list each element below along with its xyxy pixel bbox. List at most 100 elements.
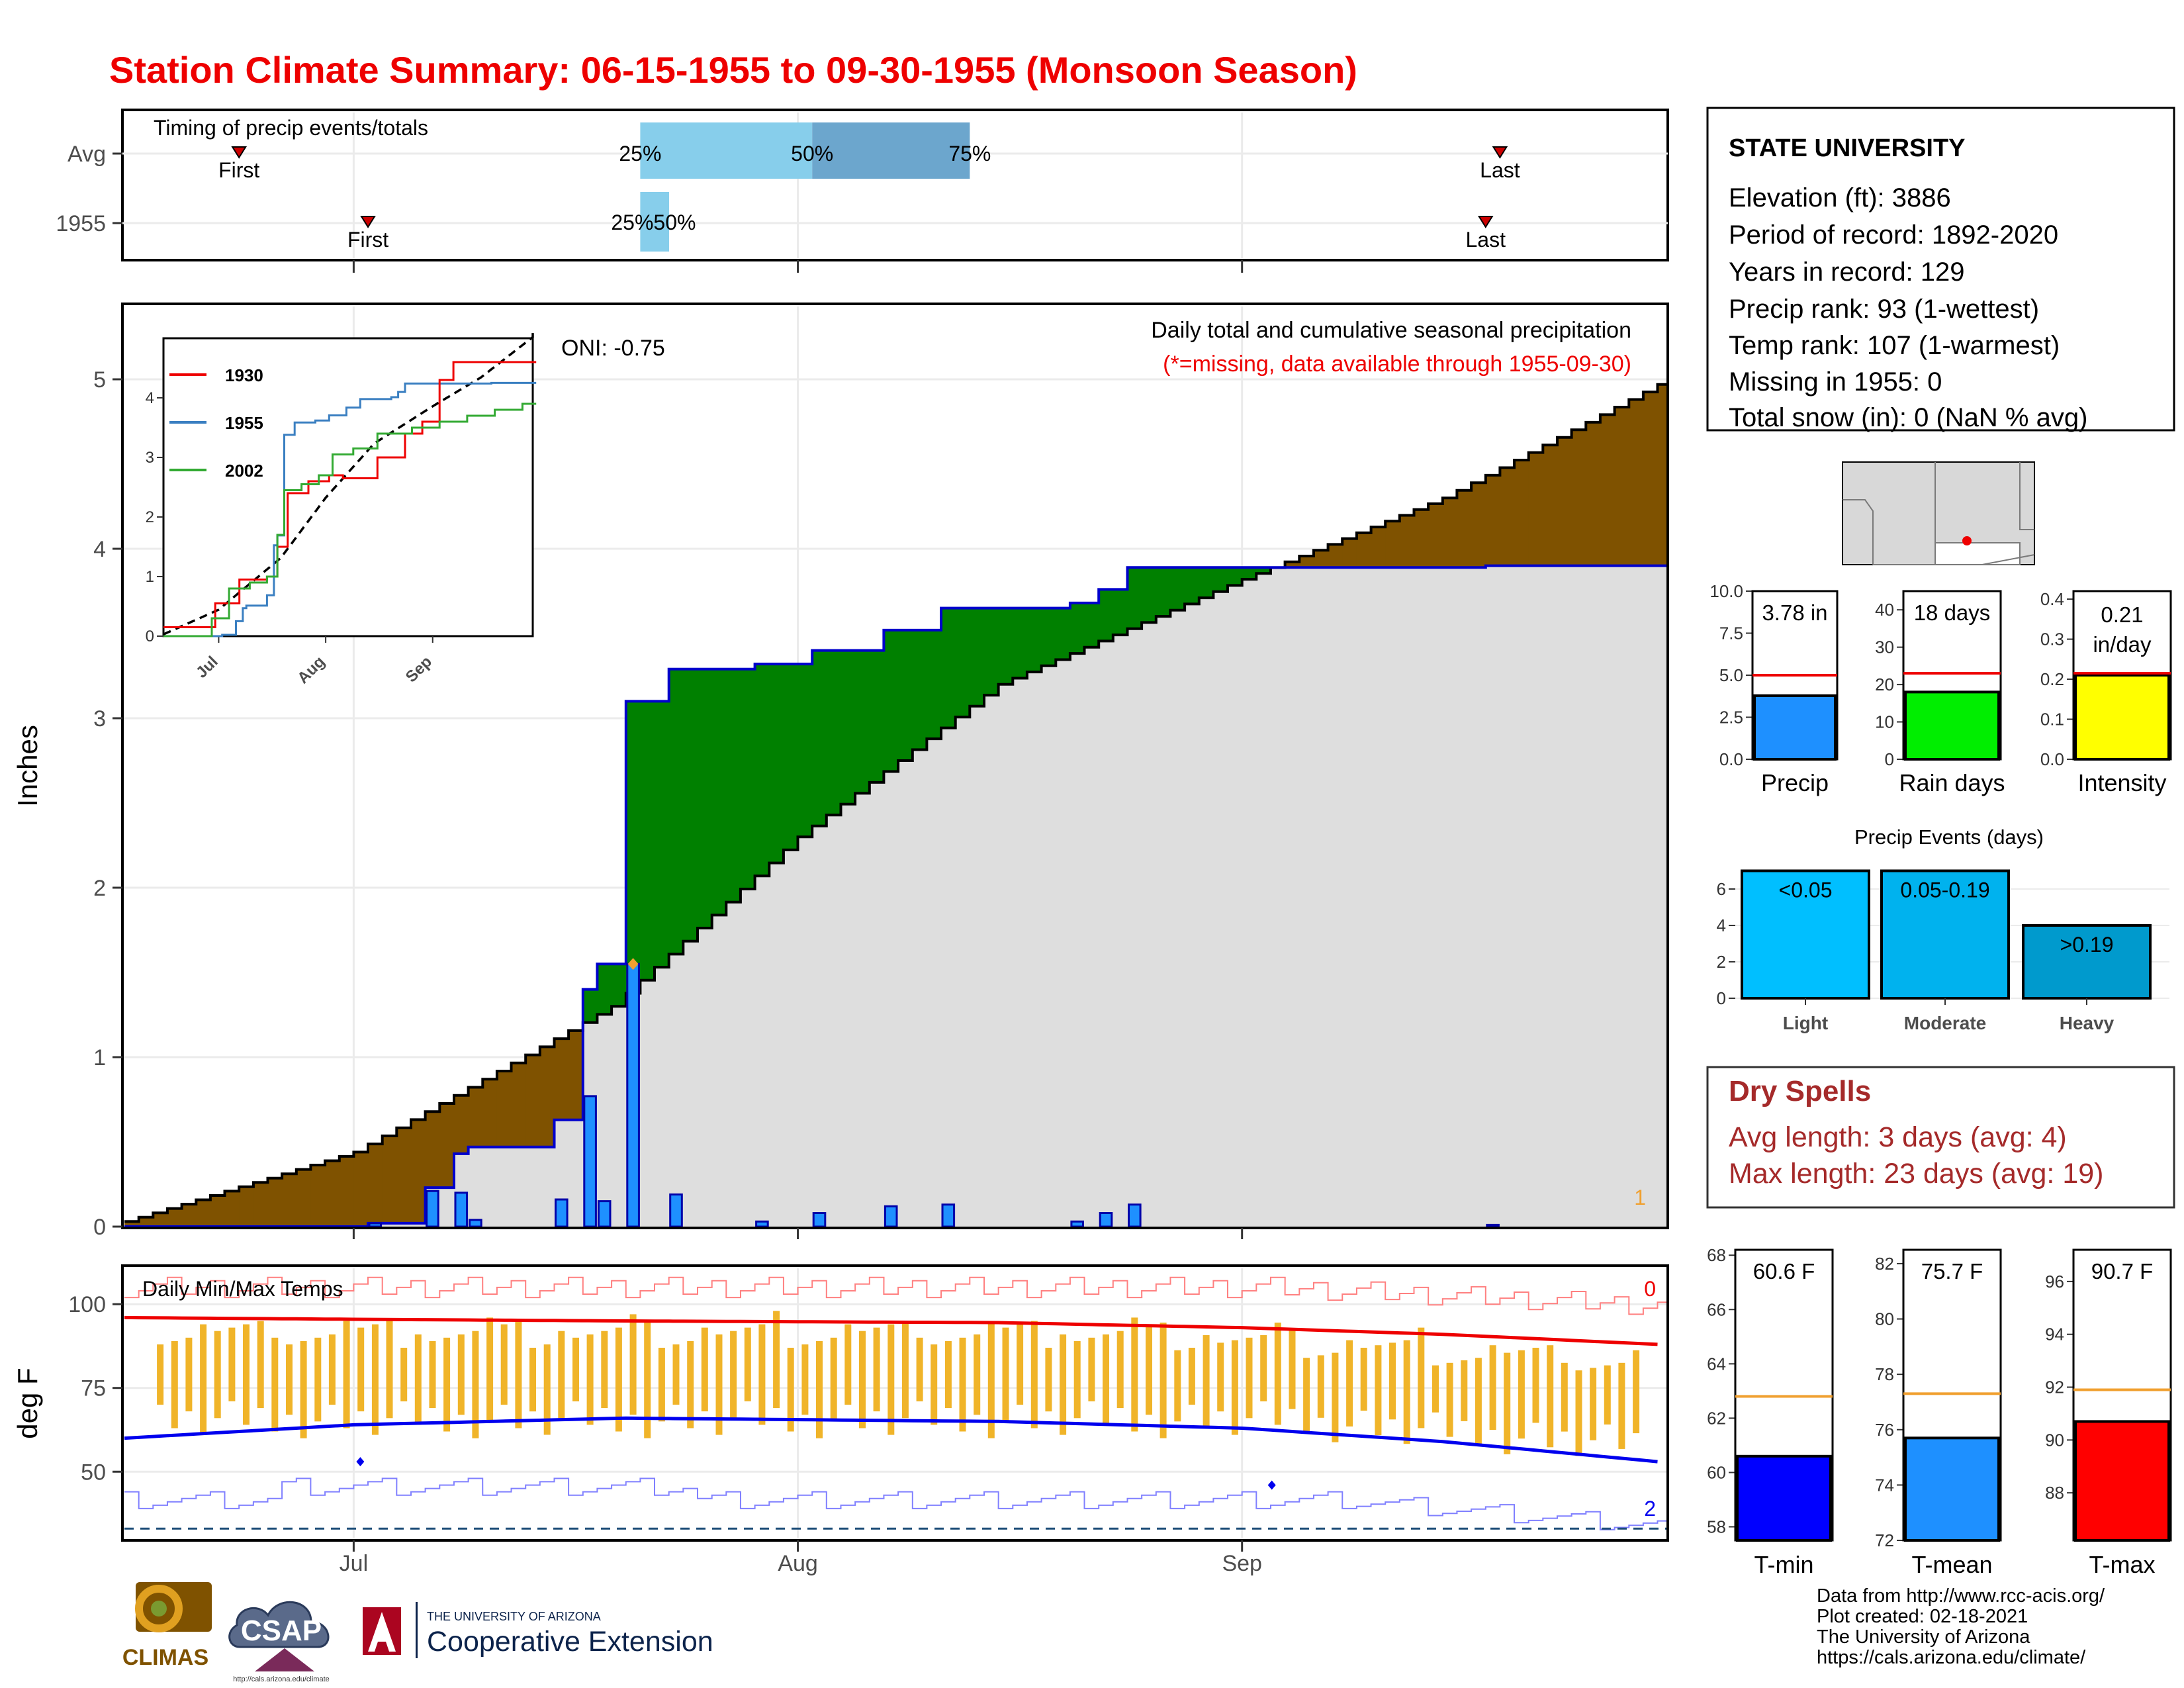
temp-ytick-label-2: 100 — [68, 1292, 106, 1317]
year-first-label: First — [347, 228, 388, 252]
daily-temp-bar — [944, 1340, 952, 1409]
below-fill-day — [1285, 567, 1300, 1227]
daily-temp-bar — [1274, 1323, 1281, 1425]
deficit-fill-day — [482, 1079, 498, 1147]
daily-precip-bar — [941, 1203, 956, 1228]
daily-temp-bar — [343, 1321, 350, 1429]
below-fill-day — [884, 771, 899, 1227]
surplus-fill-day — [797, 664, 813, 837]
daily-temp-bar — [1418, 1327, 1425, 1429]
surplus-fill-day — [984, 608, 999, 696]
summary-value-bar — [1753, 694, 1837, 761]
summary-ytick-label: 30 — [1875, 637, 1894, 657]
avg-last-marker — [1492, 146, 1508, 159]
deficit-fill-day — [239, 1186, 254, 1227]
below-fill-day — [1213, 591, 1228, 1227]
surplus-fill-day — [625, 701, 641, 994]
events-bar-range-heavy: >0.19 — [2060, 933, 2114, 957]
summary-value-bar — [2074, 674, 2170, 761]
temp-summary-ytick-label: 76 — [1875, 1420, 1894, 1440]
deficit-fill-day — [124, 1221, 140, 1227]
daily-temp-bar — [987, 1321, 995, 1438]
daily-temp-bar — [228, 1327, 236, 1401]
surplus-fill-day — [1156, 567, 1171, 617]
temp-xtick-label-2: Sep — [1222, 1551, 1262, 1576]
deficit-fill-day — [1399, 515, 1415, 568]
inset-legend-label-2002: 2002 — [225, 461, 263, 481]
daily-temp-bar — [916, 1337, 923, 1401]
below-fill-day — [998, 684, 1013, 1227]
daily-temp-bar — [859, 1331, 866, 1429]
precip-ytick-label-2: 2 — [93, 876, 106, 901]
inset-line-2002 — [163, 402, 537, 637]
daily-temp-bar — [300, 1340, 307, 1438]
precip-ytick-label-3: 3 — [93, 706, 106, 731]
daily-temp-bar — [558, 1331, 565, 1419]
daily-temp-bar — [959, 1337, 966, 1432]
below-fill-day — [1571, 565, 1586, 1227]
figure-title: Station Climate Summary: 06-15-1955 to 0… — [109, 49, 1357, 91]
dry-spells-title: Dry Spells — [1729, 1075, 1871, 1107]
daily-temp-bar — [400, 1348, 408, 1401]
daily-temp-bar — [887, 1324, 895, 1435]
inset-ytick-label-2: 2 — [146, 508, 154, 526]
surplus-fill-day — [998, 608, 1013, 684]
temp-ytick-label-0: 50 — [81, 1460, 106, 1485]
below-fill-day — [1385, 567, 1400, 1227]
below-fill-day — [797, 837, 813, 1227]
deficit-fill-day — [1614, 407, 1629, 566]
below-fill-day — [1528, 565, 1543, 1227]
daily-precip-bar — [454, 1192, 469, 1228]
deficit-fill-day — [396, 1127, 412, 1223]
daily-temp-bar — [1073, 1340, 1081, 1419]
daily-temp-bar — [286, 1344, 293, 1415]
below-fill-day — [1026, 672, 1042, 1227]
summary-label: Precip — [1761, 769, 1829, 796]
deficit-fill-day — [138, 1217, 154, 1227]
max-precip-marker — [627, 958, 639, 970]
below-fill-day — [482, 1147, 498, 1227]
station-line-years: Years in record: 129 — [1729, 258, 1965, 287]
surplus-fill-day — [1013, 608, 1028, 679]
surplus-fill-day — [884, 630, 899, 772]
below-fill-day — [496, 1147, 512, 1227]
ua-logo: THE UNIVERSITY OF ARIZONA Cooperative Ex… — [363, 1602, 713, 1658]
deficit-fill-day — [1600, 414, 1615, 566]
deficit-fill-day — [253, 1182, 269, 1227]
daily-temp-bar — [500, 1324, 508, 1405]
daily-temp-bar — [457, 1334, 465, 1415]
precip-departure-fill — [124, 384, 1666, 1227]
daily-temp-bar — [414, 1334, 422, 1425]
oni-label: ONI: -0.75 — [561, 336, 665, 361]
daily-temp-bar — [543, 1344, 551, 1435]
below-fill-day — [1113, 635, 1128, 1227]
surplus-fill-day — [640, 701, 655, 980]
timing-panel: Timing of precip events/totals Avg 1955 … — [56, 109, 1669, 273]
below-fill-day — [855, 793, 870, 1227]
deficit-fill-day — [1586, 422, 1601, 566]
below-fill-day — [411, 1223, 426, 1227]
csap-logo-url: http://cals.arizona.edu/climate — [233, 1675, 330, 1683]
below-fill-day — [841, 804, 856, 1227]
avg-p75-label: 75% — [948, 142, 991, 165]
temp-content — [124, 1276, 1666, 1530]
below-fill-day — [668, 954, 684, 1227]
daily-precip-bar — [755, 1220, 769, 1228]
avg-min-temp-line — [124, 1416, 1658, 1464]
station-line-missing: Missing in 1955: 0 — [1729, 367, 1942, 397]
station-line-elevation: Elevation (ft): 3886 — [1729, 183, 1951, 212]
daily-temp-bar — [1203, 1335, 1210, 1429]
summary-ytick-label: 40 — [1875, 600, 1894, 620]
daily-temp-bar — [1547, 1345, 1554, 1448]
surplus-fill-day — [1069, 602, 1085, 654]
daily-precip-bar — [626, 962, 640, 1228]
below-fill-day — [912, 749, 928, 1227]
temp-summary-t-max: 88 90 92 94 96 90.7 F T-max — [2045, 1248, 2172, 1578]
daily-precip-bar — [1070, 1220, 1085, 1228]
below-fill-day — [1013, 678, 1028, 1227]
below-fill-day — [1299, 567, 1314, 1227]
daily-temp-bar — [1303, 1358, 1310, 1434]
below-fill-day — [698, 928, 713, 1227]
precip-ytick-label-0: 0 — [93, 1215, 106, 1240]
